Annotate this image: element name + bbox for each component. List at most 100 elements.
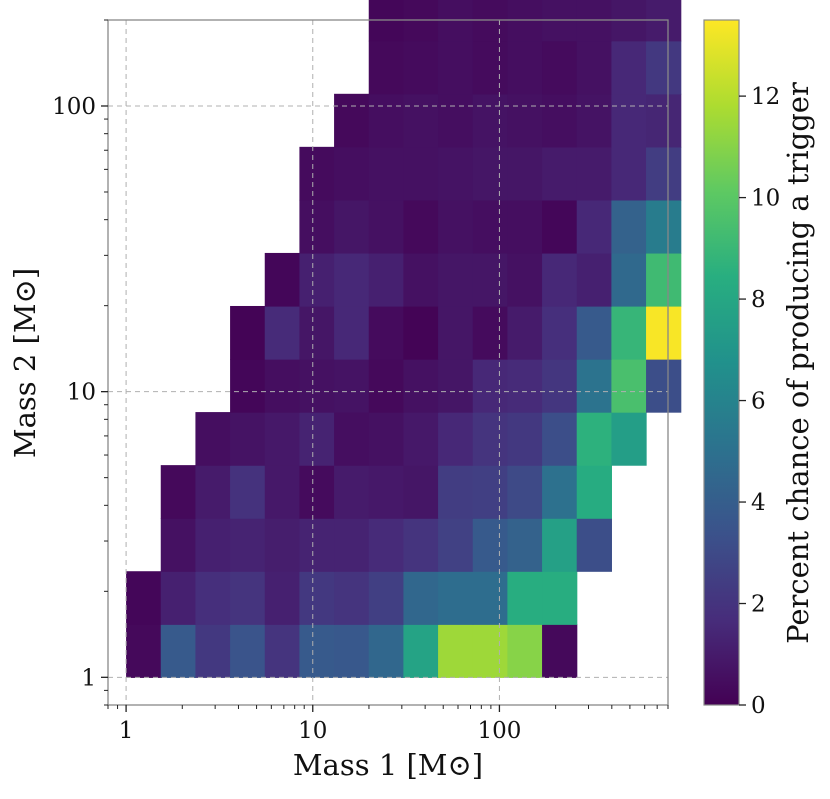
heatmap-cell xyxy=(438,465,474,519)
heatmap-cell xyxy=(264,571,301,625)
heatmap-cell xyxy=(299,412,335,466)
heatmap-cell xyxy=(507,40,543,95)
heatmap-cell xyxy=(334,146,370,201)
heatmap-cell xyxy=(576,412,612,466)
colorbar-tick-label: 12 xyxy=(751,84,780,110)
heatmap-cell xyxy=(542,571,578,625)
heatmap-cell xyxy=(403,359,439,413)
heatmap-cell xyxy=(576,252,612,307)
heatmap-cell xyxy=(368,465,404,519)
heatmap-cell xyxy=(403,624,439,678)
heatmap-cell xyxy=(160,518,197,572)
x-tick-label: 100 xyxy=(477,718,521,744)
heatmap-cell xyxy=(438,93,474,148)
heatmap-cell xyxy=(230,571,266,625)
heatmap-cell xyxy=(472,465,508,519)
heatmap-cell xyxy=(334,305,370,360)
heatmap-cell xyxy=(403,252,439,307)
heatmap-cell xyxy=(542,40,578,95)
heatmap-cell xyxy=(334,624,370,678)
heatmap-cell xyxy=(472,359,508,413)
heatmap-cell xyxy=(542,199,578,254)
heatmap-cell xyxy=(230,518,266,572)
heatmap-cell xyxy=(438,146,474,201)
colorbar-tick-label: 10 xyxy=(751,186,780,212)
heatmap-cell xyxy=(507,0,543,42)
heatmap-cell xyxy=(576,518,612,572)
heatmap-cell xyxy=(264,624,301,678)
heatmap-cell xyxy=(264,252,301,307)
heatmap-cell xyxy=(299,199,335,254)
heatmap-cell xyxy=(646,93,682,148)
heatmap-cell xyxy=(472,624,508,678)
heatmap-cell xyxy=(160,624,197,678)
heatmap-cell xyxy=(230,359,266,413)
heatmap-cell xyxy=(542,146,578,201)
heatmap-cell xyxy=(264,465,301,519)
heatmap-cell xyxy=(507,624,543,678)
heatmap-cell xyxy=(438,412,474,466)
heatmap-cell xyxy=(368,518,404,572)
heatmap-cell xyxy=(126,571,162,625)
heatmap-cell xyxy=(646,305,682,360)
heatmap-cell xyxy=(507,359,543,413)
heatmap-cell xyxy=(438,518,474,572)
heatmap-cell xyxy=(576,199,612,254)
heatmap-cell xyxy=(611,305,647,360)
heatmap-cell xyxy=(403,93,439,148)
x-axis-ticks: 1 10 100 xyxy=(107,705,669,744)
heatmap-cell xyxy=(403,146,439,201)
heatmap-cell xyxy=(299,465,335,519)
grid-lines xyxy=(108,20,668,705)
heatmap-cell xyxy=(646,146,682,201)
heatmap-cell xyxy=(403,518,439,572)
heatmap-cell xyxy=(299,518,335,572)
heatmap-cell xyxy=(195,518,231,572)
heatmap-cell xyxy=(403,571,439,625)
heatmap-cell xyxy=(472,40,508,95)
heatmap-cell xyxy=(334,412,370,466)
heatmap-cell xyxy=(264,359,301,413)
heatmap-cell xyxy=(299,146,335,201)
heatmap-cell xyxy=(368,93,404,148)
heatmap-cell xyxy=(542,465,578,519)
heatmap-cell xyxy=(542,252,578,307)
heatmap-cell xyxy=(576,305,612,360)
heatmap-cell xyxy=(576,93,612,148)
heatmap-cell xyxy=(611,146,647,201)
heatmap-cell xyxy=(542,93,578,148)
heatmap-cell xyxy=(438,305,474,360)
heatmap-cell xyxy=(368,252,404,307)
heatmap-cell xyxy=(542,305,578,360)
heatmap-cell xyxy=(438,40,474,95)
heatmap-cell xyxy=(646,40,682,95)
colorbar-label: Percent chance of producing a trigger xyxy=(781,82,815,644)
heatmap-cell xyxy=(542,412,578,466)
heatmap-cell xyxy=(264,305,301,360)
plot-frame xyxy=(107,19,669,706)
heatmap-cell xyxy=(611,412,647,466)
heatmap-cell xyxy=(576,465,612,519)
colorbar-tick-label: 8 xyxy=(751,287,766,313)
heatmap-cell xyxy=(230,465,266,519)
heatmap-cell xyxy=(472,0,508,42)
heatmap-cell xyxy=(646,199,682,254)
heatmap-cells xyxy=(126,0,682,678)
y-axis-label: Mass 2 [M⊙] xyxy=(8,268,42,458)
heatmap-cell xyxy=(195,571,231,625)
heatmap-cell xyxy=(646,359,682,413)
heatmap-cell xyxy=(646,252,682,307)
x-axis-label: Mass 1 [M⊙] xyxy=(293,748,483,782)
heatmap-cell xyxy=(438,252,474,307)
y-tick-label: 1 xyxy=(81,665,96,691)
heatmap-cell xyxy=(403,199,439,254)
heatmap-cell xyxy=(646,0,682,42)
heatmap-cell xyxy=(230,412,266,466)
heatmap-cell xyxy=(611,0,647,42)
heatmap-cell xyxy=(230,624,266,678)
heatmap-cell xyxy=(368,40,404,95)
heatmap-cell xyxy=(299,571,335,625)
heatmap-cell xyxy=(438,359,474,413)
heatmap-cell xyxy=(611,359,647,413)
